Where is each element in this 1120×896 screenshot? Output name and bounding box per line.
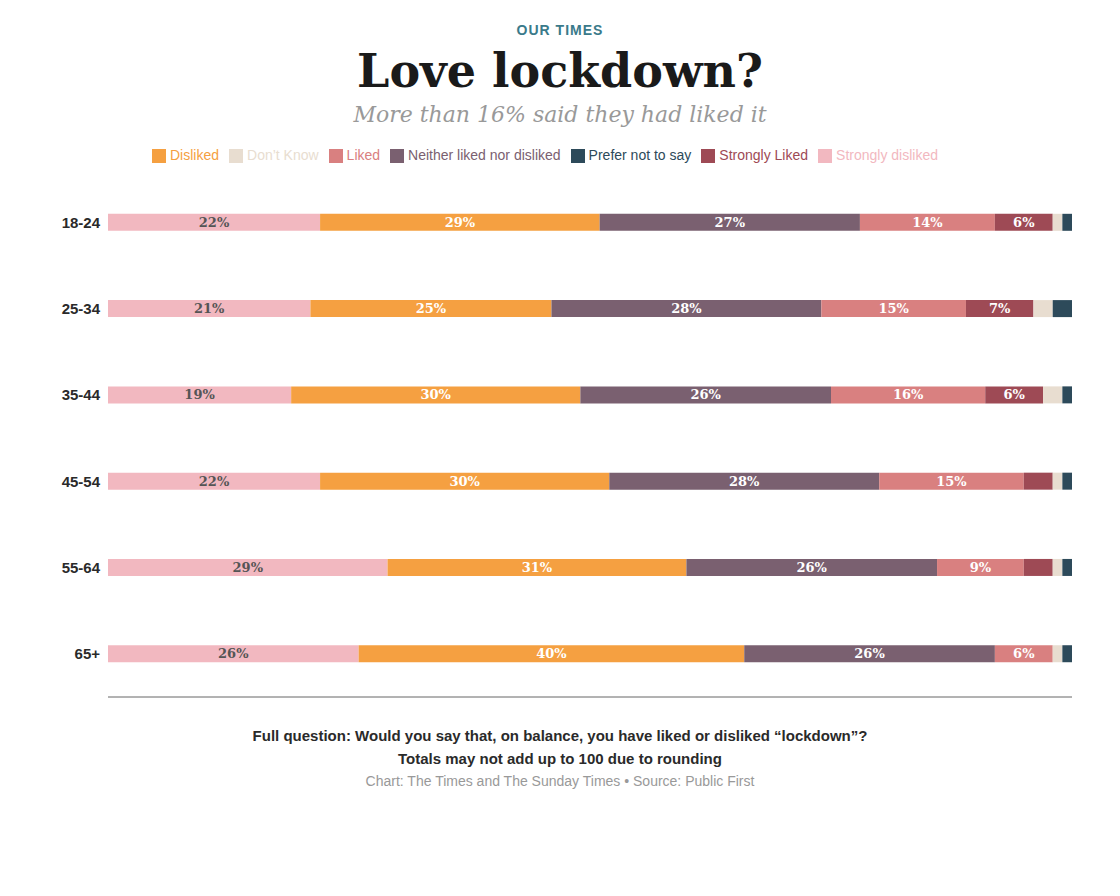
svg-text:22%: 22%: [199, 215, 230, 230]
svg-text:26%: 26%: [218, 646, 249, 661]
svg-text:40%: 40%: [536, 646, 567, 661]
svg-text:7%: 7%: [989, 301, 1011, 316]
svg-text:21%: 21%: [194, 301, 225, 316]
svg-text:27%: 27%: [715, 215, 746, 230]
html-text:More than 16% said they had li: More than 16% said they had liked it: [353, 102, 767, 127]
html-text:OUR TIMES: OUR TIMES: [516, 22, 604, 38]
html-text:Disliked: Disliked: [170, 147, 219, 163]
svg-text:15%: 15%: [878, 301, 909, 316]
svg-text:31%: 31%: [522, 560, 553, 575]
svg-text:19%: 19%: [184, 387, 215, 402]
svg-text:9%: 9%: [970, 560, 992, 575]
html-text:Love lockdown?: Love lockdown?: [357, 44, 763, 98]
svg-text:26%: 26%: [796, 560, 827, 575]
html-text:Liked: Liked: [346, 147, 381, 163]
svg-text:30%: 30%: [421, 387, 452, 402]
svg-text:6%: 6%: [1013, 646, 1035, 661]
html-text:Totals may not add up to 100 d: Totals may not add up to 100 due to roun…: [398, 750, 722, 767]
svg-text:15%: 15%: [936, 474, 967, 489]
svg-text:18-24: 18-24: [62, 214, 101, 231]
svg-text:28%: 28%: [671, 301, 702, 316]
svg-text:28%: 28%: [729, 474, 760, 489]
html-text:Prefer not to say: Prefer not to say: [588, 147, 692, 163]
html-text:Don’t Know: Don’t Know: [247, 147, 319, 163]
svg-text:25%: 25%: [416, 301, 447, 316]
svg-text:14%: 14%: [912, 215, 943, 230]
svg-text:35-44: 35-44: [62, 386, 101, 403]
html-text:Neither liked nor disliked: Neither liked nor disliked: [408, 147, 561, 163]
svg-text:6%: 6%: [1003, 387, 1025, 402]
svg-text:25-34: 25-34: [62, 300, 101, 317]
html-text:Strongly disliked: Strongly disliked: [836, 147, 938, 163]
svg-text:6%: 6%: [1013, 215, 1035, 230]
svg-text:45-54: 45-54: [62, 473, 101, 490]
html-text:Full question: Would you say t: Full question: Would you say that, on ba…: [252, 727, 868, 744]
svg-text:29%: 29%: [233, 560, 264, 575]
svg-text:16%: 16%: [893, 387, 924, 402]
svg-text:30%: 30%: [449, 474, 480, 489]
svg-text:26%: 26%: [690, 387, 721, 402]
svg-text:65+: 65+: [75, 645, 101, 662]
svg-text:55-64: 55-64: [62, 559, 101, 576]
html-text:Strongly Liked: Strongly Liked: [719, 147, 808, 163]
html-text:Chart: The Times and The Sunda: Chart: The Times and The Sunday Times • …: [365, 773, 755, 789]
svg-text:22%: 22%: [199, 474, 230, 489]
svg-text:26%: 26%: [854, 646, 885, 661]
svg-text:29%: 29%: [445, 215, 476, 230]
